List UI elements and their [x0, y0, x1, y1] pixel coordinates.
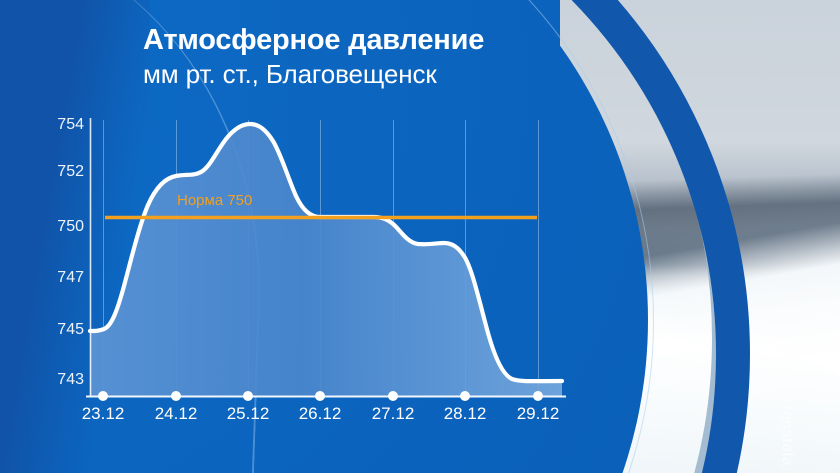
x-axis-markers	[98, 391, 543, 401]
chart-svg	[86, 118, 566, 401]
x-tick-29-12: 29.12	[516, 404, 560, 423]
pressure-curve	[87, 121, 565, 384]
x-tick-23-12: 23.12	[81, 404, 125, 423]
page-title: Атмосферное давление	[143, 24, 485, 56]
x-tick-24-12: 24.12	[154, 404, 198, 423]
x-tick-26-12: 26.12	[298, 404, 342, 423]
page-subtitle: мм рт. ст., Благовещенск	[143, 59, 437, 90]
norm-line-label: Норма 750	[177, 192, 253, 209]
x-axis-labels: 23.12 24.12 25.12 26.12 27.12 28.12 29.1…	[0, 404, 620, 434]
pressure-chart: 754 752 750 747 745 743 23.12 24.12 25.1…	[0, 0, 620, 473]
y-tick-747: 747	[57, 269, 84, 286]
photo-watermark: fonstola	[779, 406, 796, 467]
y-tick-745: 745	[57, 321, 84, 338]
y-tick-750: 750	[57, 218, 84, 235]
header: Атмосферное давление мм рт. ст., Благове…	[143, 24, 613, 90]
x-tick-28-12: 28.12	[443, 404, 487, 423]
y-tick-754: 754	[57, 116, 84, 133]
x-tick-25-12: 25.12	[226, 404, 270, 423]
y-tick-743: 743	[57, 371, 84, 388]
area-fill	[90, 124, 562, 396]
y-axis-labels: 754 752 750 747 745 743	[38, 0, 84, 473]
x-tick-27-12: 27.12	[371, 404, 415, 423]
y-tick-752: 752	[57, 163, 84, 180]
